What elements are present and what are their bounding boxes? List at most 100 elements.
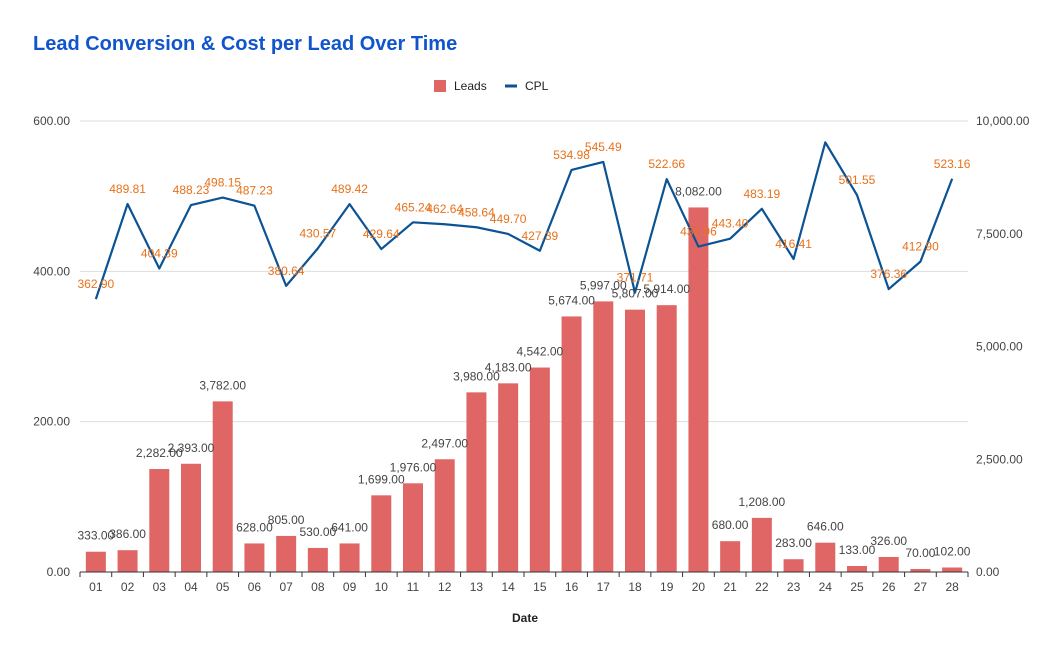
line-data-label: 443.40: [712, 217, 749, 231]
x-tick-label: 25: [850, 580, 864, 594]
bar-data-label: 641.00: [331, 520, 368, 534]
y-tick-label: 0.00: [47, 565, 71, 579]
bar: [625, 309, 645, 572]
y2-tick-label: 10,000.00: [976, 114, 1030, 128]
chart-title: Lead Conversion & Cost per Lead Over Tim…: [33, 33, 458, 55]
y-tick-label: 600.00: [33, 114, 70, 128]
bar: [942, 567, 963, 572]
bar-data-label: 530.00: [300, 525, 337, 539]
x-tick-label: 22: [755, 580, 769, 594]
bar: [529, 367, 550, 572]
line-data-label: 430.57: [300, 226, 337, 240]
x-tick-label: 24: [819, 580, 833, 594]
bar: [339, 543, 360, 572]
bar: [593, 301, 614, 572]
line-data-label: 487.23: [236, 184, 273, 198]
line-data-label: 498.15: [204, 176, 241, 190]
cpl-series-line: [94, 141, 954, 300]
legend-label-cpl[interactable]: CPL: [525, 79, 549, 93]
bar: [117, 550, 138, 572]
bar-data-label: 326.00: [870, 534, 907, 548]
x-tick-label: 13: [470, 580, 484, 594]
x-axis-title: Date: [512, 611, 538, 625]
line-data-label: 371.71: [617, 271, 654, 285]
bar: [815, 542, 836, 572]
bar-data-label: 5,674.00: [548, 293, 595, 307]
bar-data-label: 3,980.00: [453, 369, 500, 383]
bar: [847, 565, 867, 572]
bar-data-label: 133.00: [839, 543, 876, 557]
line-data-label: 376.36: [870, 267, 907, 281]
x-tick-label: 04: [184, 580, 198, 594]
bar-data-label: 70.00: [905, 546, 935, 560]
legend-label-leads[interactable]: Leads: [454, 79, 487, 93]
y-tick-label: 400.00: [33, 264, 70, 278]
bar: [466, 392, 487, 572]
bar-data-label: 1,208.00: [738, 495, 785, 509]
line-data-label: 412.90: [902, 240, 939, 254]
bar: [498, 383, 519, 572]
x-tick-label: 03: [153, 580, 167, 594]
bar-data-label: 628.00: [236, 520, 273, 534]
x-tick-label: 16: [565, 580, 579, 594]
x-tick-label: 10: [375, 580, 389, 594]
bar-data-label: 4,183.00: [485, 360, 532, 374]
line-data-label: 483.19: [744, 187, 781, 201]
x-tick-label: 19: [660, 580, 674, 594]
x-tick-label: 17: [597, 580, 611, 594]
line-data-label: 362.90: [78, 277, 115, 291]
legend-swatch-leads: [434, 80, 446, 92]
y2-tick-label: 0.00: [976, 565, 1000, 579]
x-tick-label: 18: [628, 580, 642, 594]
bar-data-label: 333.00: [78, 529, 115, 543]
x-tick-label: 26: [882, 580, 896, 594]
y-tick-label: 200.00: [33, 415, 70, 429]
x-tick-label: 12: [438, 580, 452, 594]
bar: [434, 459, 455, 572]
bar: [307, 547, 328, 572]
bar: [878, 556, 899, 572]
axes: 0.00 200.00 400.00 600.00 0.00 2,500.00 5,000.…: [33, 114, 1029, 625]
legend[interactable]: Leads CPL: [434, 79, 549, 93]
bar: [783, 559, 804, 572]
x-tick-label: 15: [533, 580, 547, 594]
line-data-label: 501.55: [839, 173, 876, 187]
leads-bars: [85, 207, 963, 573]
bar: [371, 495, 392, 572]
bar-data-label: 1,976.00: [390, 460, 437, 474]
line-data-label: 465.24: [395, 200, 432, 214]
x-tick-label: 23: [787, 580, 801, 594]
bar-data-label: 283.00: [775, 536, 812, 550]
x-tick-label: 07: [279, 580, 293, 594]
bar: [244, 543, 265, 572]
line-data-label: 429.64: [363, 227, 400, 241]
bar: [403, 483, 423, 572]
y2-tick-label: 5,000.00: [976, 340, 1023, 354]
x-tick-label: 08: [311, 580, 325, 594]
bar-data-label: 4,542.00: [516, 345, 563, 359]
x-tick-label: 28: [945, 580, 959, 594]
x-tick-label: 02: [121, 580, 135, 594]
bar-data-label: 3,782.00: [199, 378, 246, 392]
bar-data-label: 2,497.00: [421, 436, 468, 450]
cpl-line: [94, 141, 954, 300]
bar: [751, 517, 772, 572]
x-tick-label: 27: [914, 580, 928, 594]
bar-data-label: 5,997.00: [580, 278, 627, 292]
bar: [181, 463, 201, 572]
bar-data-label: 5,807.00: [612, 287, 659, 301]
bar-data-label: 5,914.00: [643, 282, 690, 296]
x-tick-label: 06: [248, 580, 262, 594]
line-data-label: 462.64: [426, 202, 463, 216]
line-data-label: 449.70: [490, 212, 527, 226]
bar-data-label: 386.00: [109, 527, 146, 541]
line-data-label: 523.16: [934, 157, 971, 171]
bar: [149, 469, 170, 572]
line-data-label: 404.39: [141, 246, 178, 260]
bar: [561, 316, 582, 572]
line-data-label: 488.23: [173, 183, 210, 197]
bar: [688, 207, 709, 573]
line-data-label: 522.66: [648, 157, 685, 171]
